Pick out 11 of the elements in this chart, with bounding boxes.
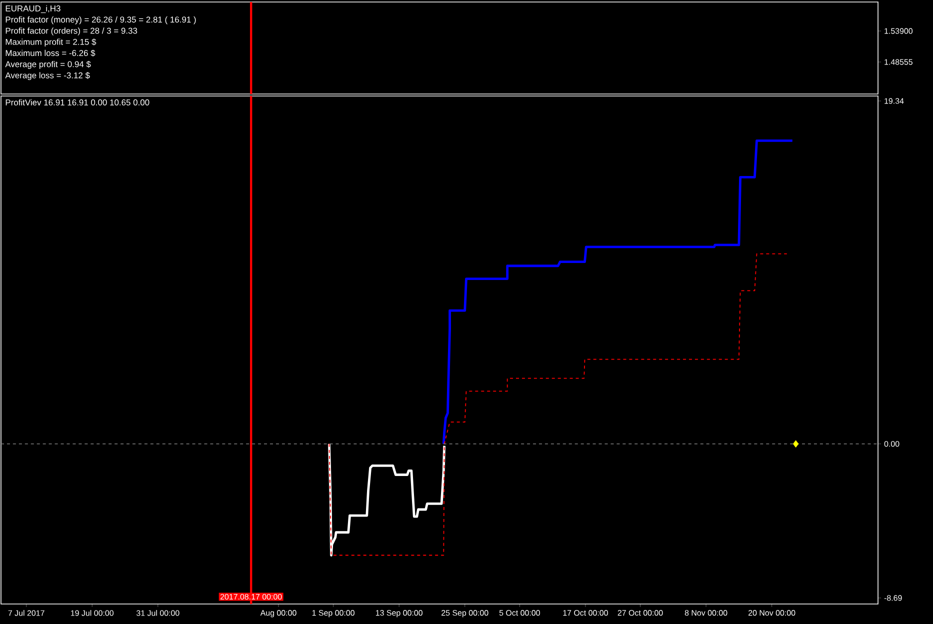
line-series	[442, 139, 794, 446]
annotation: Maximum loss = -6.26 $	[6, 50, 96, 57]
annotation: Profit factor (orders) = 28 / 3 = 9.33	[6, 28, 138, 36]
chart-title: ProfitViev 16.91 16.91 0.00 10.65 0.00	[6, 99, 150, 106]
chart-title: EURAUD_i,H3	[6, 5, 60, 14]
line-series	[328, 253, 788, 556]
annotation: Profit factor (money) = 26.26 / 9.35 = 2.81 ( 16.91 )	[6, 16, 196, 24]
annotation: Average profit = 0.94 $	[5, 60, 91, 69]
annotation: Maximum profit = 2.15 $	[6, 38, 96, 47]
line-series	[328, 442, 446, 556]
annotation: Average loss = -3.12 $	[5, 72, 90, 80]
